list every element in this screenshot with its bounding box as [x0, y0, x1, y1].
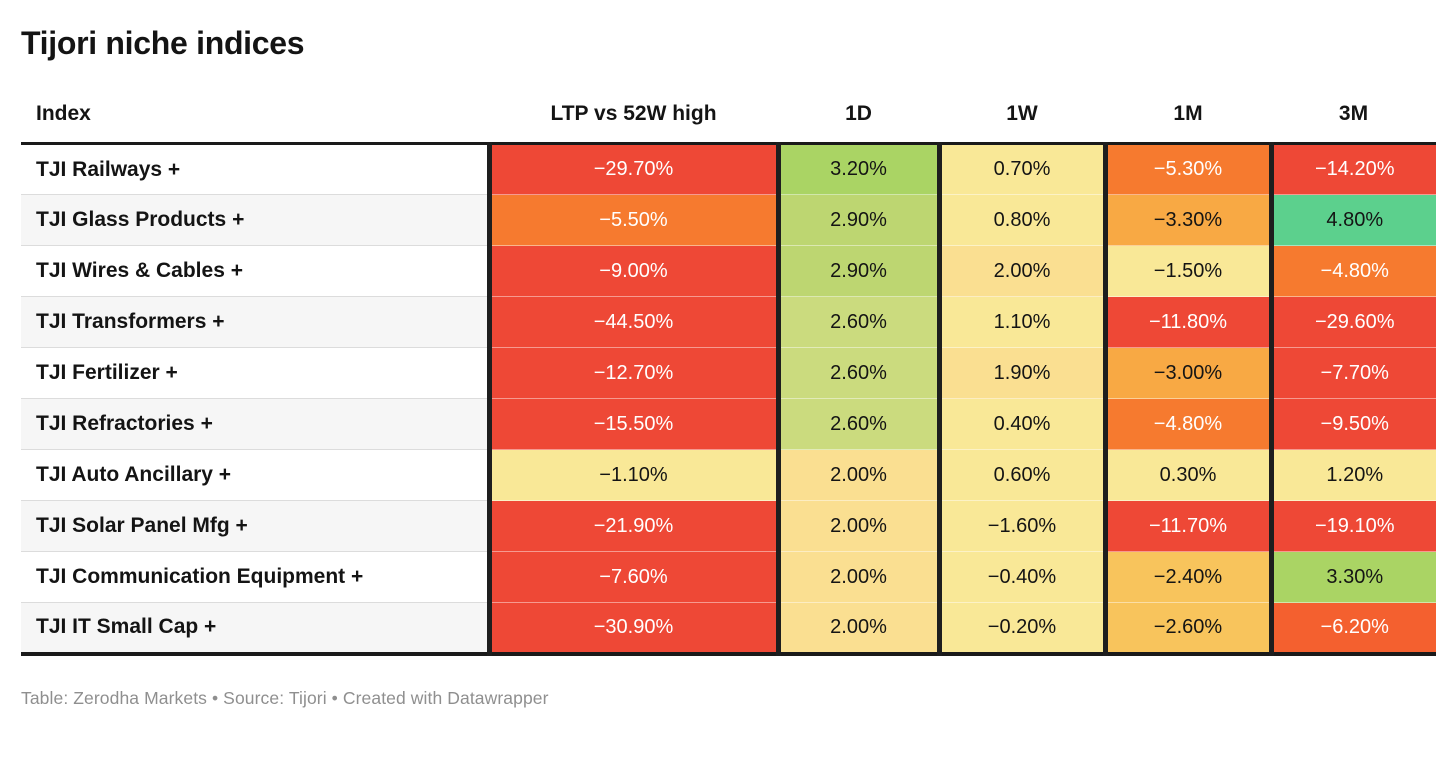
value-cell: 0.70% — [936, 143, 1105, 195]
column-header-index: Index — [21, 102, 489, 145]
value-cell: 0.80% — [936, 194, 1105, 246]
table-row: TJI Communication Equipment + −7.60% 2.00%… — [21, 551, 1436, 603]
index-cell[interactable]: TJI Solar Panel Mfg + — [21, 500, 489, 552]
value-cell: −1.60% — [936, 500, 1105, 552]
value-cell: −44.50% — [486, 296, 778, 348]
value-cell: −29.60% — [1268, 296, 1436, 348]
index-cell[interactable]: TJI Glass Products + — [21, 194, 489, 246]
column-header-1d: 1D — [778, 102, 939, 145]
value-cell: −11.80% — [1102, 296, 1271, 348]
column-header-3m: 3M — [1271, 102, 1436, 145]
value-cell: 3.30% — [1268, 551, 1436, 603]
value-cell: −30.90% — [486, 602, 778, 656]
value-cell: −5.50% — [486, 194, 778, 246]
value-cell: 2.90% — [775, 194, 939, 246]
column-header-1m: 1M — [1105, 102, 1271, 145]
value-cell: 2.90% — [775, 245, 939, 297]
index-cell[interactable]: TJI Communication Equipment + — [21, 551, 489, 603]
value-cell: 1.10% — [936, 296, 1105, 348]
value-cell: −2.60% — [1102, 602, 1271, 656]
value-cell: −14.20% — [1268, 143, 1436, 195]
table-row: TJI Transformers + −44.50% 2.60% 1.10% −11.8… — [21, 296, 1436, 348]
value-cell: 2.00% — [775, 602, 939, 656]
value-cell: −3.30% — [1102, 194, 1271, 246]
index-cell[interactable]: TJI Auto Ancillary + — [21, 449, 489, 501]
value-cell: −3.00% — [1102, 347, 1271, 399]
value-cell: −19.10% — [1268, 500, 1436, 552]
index-cell[interactable]: TJI Fertilizer + — [21, 347, 489, 399]
value-cell: −6.20% — [1268, 602, 1436, 656]
value-cell: −9.00% — [486, 245, 778, 297]
value-cell: 2.60% — [775, 296, 939, 348]
value-cell: 2.00% — [775, 551, 939, 603]
table-row: TJI Railways + −29.70% 3.20% 0.70% −5.30% −14… — [21, 143, 1436, 195]
value-cell: −4.80% — [1102, 398, 1271, 450]
value-cell: −0.20% — [936, 602, 1105, 656]
value-cell: 3.20% — [775, 143, 939, 195]
value-cell: −0.40% — [936, 551, 1105, 603]
value-cell: 2.60% — [775, 347, 939, 399]
page: Tijori niche indices Index LTP vs 52W hi… — [21, 25, 1436, 708]
value-cell: −15.50% — [486, 398, 778, 450]
value-cell: −11.70% — [1102, 500, 1271, 552]
value-cell: 0.60% — [936, 449, 1105, 501]
column-header-1w: 1W — [939, 102, 1105, 145]
table-row: TJI IT Small Cap + −30.90% 2.00% −0.20% −2.6… — [21, 602, 1436, 656]
value-cell: 2.00% — [936, 245, 1105, 297]
footer-credit: Table: Zerodha Markets • Source: Tijori … — [21, 687, 549, 708]
value-cell: −4.80% — [1268, 245, 1436, 297]
page-title: Tijori niche indices — [21, 25, 305, 61]
table-row: TJI Auto Ancillary + −1.10% 2.00% 0.60% 0.30… — [21, 449, 1436, 501]
value-cell: −21.90% — [486, 500, 778, 552]
value-cell: −7.60% — [486, 551, 778, 603]
indices-table: Index LTP vs 52W high 1D 1W 1M 3M TJI Ra… — [21, 102, 1436, 656]
value-cell: −7.70% — [1268, 347, 1436, 399]
value-cell: 1.90% — [936, 347, 1105, 399]
value-cell: 4.80% — [1268, 194, 1436, 246]
value-cell: 0.30% — [1102, 449, 1271, 501]
index-cell[interactable]: TJI Transformers + — [21, 296, 489, 348]
value-cell: 2.60% — [775, 398, 939, 450]
value-cell: −12.70% — [486, 347, 778, 399]
value-cell: 0.40% — [936, 398, 1105, 450]
index-cell[interactable]: TJI Wires & Cables + — [21, 245, 489, 297]
header-row: Index LTP vs 52W high 1D 1W 1M 3M — [21, 102, 1436, 145]
index-cell[interactable]: TJI Railways + — [21, 143, 489, 195]
value-cell: −29.70% — [486, 143, 778, 195]
table-row: TJI Glass Products + −5.50% 2.90% 0.80% −3.3… — [21, 194, 1436, 246]
table-row: TJI Wires & Cables + −9.00% 2.90% 2.00% −1.5… — [21, 245, 1436, 297]
table-row: TJI Fertilizer + −12.70% 2.60% 1.90% −3.00% −… — [21, 347, 1436, 399]
value-cell: −2.40% — [1102, 551, 1271, 603]
value-cell: 2.00% — [775, 500, 939, 552]
value-cell: 2.00% — [775, 449, 939, 501]
table-row: TJI Refractories + −15.50% 2.60% 0.40% −4.80… — [21, 398, 1436, 450]
index-cell[interactable]: TJI Refractories + — [21, 398, 489, 450]
table-row: TJI Solar Panel Mfg + −21.90% 2.00% −1.60% −… — [21, 500, 1436, 552]
value-cell: −9.50% — [1268, 398, 1436, 450]
column-header-ltp-52w: LTP vs 52W high — [489, 102, 778, 145]
table-body: TJI Railways + −29.70% 3.20% 0.70% −5.30% −14… — [21, 143, 1436, 656]
value-cell: 1.20% — [1268, 449, 1436, 501]
value-cell: −1.50% — [1102, 245, 1271, 297]
value-cell: −5.30% — [1102, 143, 1271, 195]
value-cell: −1.10% — [486, 449, 778, 501]
index-cell[interactable]: TJI IT Small Cap + — [21, 602, 489, 656]
